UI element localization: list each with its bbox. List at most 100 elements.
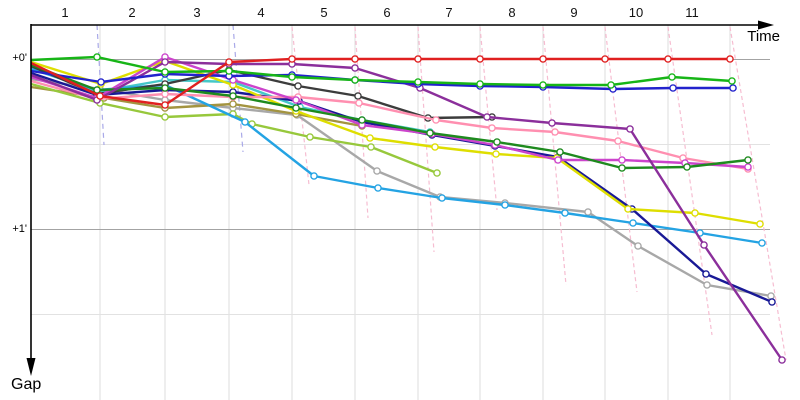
data-point-pink [488, 124, 496, 132]
x-tick-label: 8 [508, 5, 515, 20]
data-point-gray [767, 292, 775, 300]
data-point-red [288, 55, 296, 63]
series-line-red [30, 57, 730, 107]
data-point-blue [729, 84, 737, 92]
data-point-yellow [431, 143, 439, 151]
data-point-green [668, 73, 676, 81]
reference-dashed-line-checkpoint-3 [232, 24, 244, 153]
data-point-yellowgreen [161, 113, 169, 121]
data-point-red [161, 101, 169, 109]
data-point-navy [702, 270, 710, 278]
data-point-black [294, 82, 302, 90]
data-point-navy [768, 298, 776, 306]
data-point-skyblue [758, 239, 766, 247]
series-darkgreen [30, 63, 752, 172]
data-point-pink [161, 90, 169, 98]
y-tick-label-0: +0' [12, 52, 27, 64]
data-point-magenta [618, 156, 626, 164]
data-point-green [288, 73, 296, 81]
y-axis-title: Gap [11, 376, 42, 393]
series-line-green [30, 55, 733, 87]
data-point-blue [97, 78, 105, 86]
series-line-yellow [30, 59, 761, 226]
data-point-gray [703, 281, 711, 289]
data-point-yellow [756, 220, 764, 228]
data-point-green [225, 67, 233, 75]
x-axis-title: Time [747, 28, 780, 45]
data-point-yellowgreen [367, 143, 375, 151]
data-point-yellow [366, 134, 374, 142]
data-point-gray [634, 242, 642, 250]
data-point-darkgreen [426, 129, 434, 137]
data-point-green [476, 80, 484, 88]
data-point-red [96, 92, 104, 100]
reference-dashed-line-lap-11 [729, 26, 787, 361]
data-point-darkkhaki [229, 100, 237, 108]
series-line-magenta [30, 55, 749, 169]
data-point-green [607, 81, 615, 89]
reference-dashed-line-lap-6 [417, 26, 435, 253]
data-point-red [726, 55, 734, 63]
x-tick-label: 9 [570, 5, 577, 20]
data-point-purple [483, 113, 491, 121]
data-point-purple [548, 119, 556, 127]
data-point-green [728, 77, 736, 85]
data-point-gray [584, 208, 592, 216]
y-tick-label-1: +1' [12, 223, 27, 235]
data-point-green [539, 81, 547, 89]
reference-dashed-line-checkpoint-1 [96, 24, 105, 146]
x-tick-label: 4 [257, 5, 264, 20]
data-point-magenta [554, 156, 562, 164]
data-point-red [414, 55, 422, 63]
data-point-green [93, 53, 101, 61]
data-point-pink [551, 128, 559, 136]
data-point-purple [700, 241, 708, 249]
data-point-darkgreen [493, 138, 501, 146]
data-point-green [161, 68, 169, 76]
data-point-purple [626, 125, 634, 133]
data-point-green [414, 78, 422, 86]
data-point-gray [373, 167, 381, 175]
data-point-yellowgreen [306, 133, 314, 141]
data-point-magenta [292, 96, 300, 104]
data-point-yellow [691, 209, 699, 217]
series-navy [30, 71, 776, 306]
data-point-green [351, 76, 359, 84]
data-point-darkgreen [292, 104, 300, 112]
series-green [30, 53, 736, 89]
data-point-darkgreen [161, 84, 169, 92]
data-point-darkgreen [93, 86, 101, 94]
data-point-skyblue [374, 184, 382, 192]
data-point-pink [432, 116, 440, 124]
data-point-yellow [624, 205, 632, 213]
series-red [30, 55, 734, 109]
series-yellowgreen [30, 82, 441, 177]
data-point-yellowgreen [433, 169, 441, 177]
x-tick-label: 2 [128, 5, 135, 20]
series-line-gray [30, 77, 772, 298]
data-point-darkgreen [556, 148, 564, 156]
x-tick-label: 11 [685, 5, 699, 20]
data-point-skyblue [561, 209, 569, 217]
data-point-red [601, 55, 609, 63]
data-point-purple [351, 64, 359, 72]
data-point-magenta [744, 163, 752, 171]
data-point-blue [669, 84, 677, 92]
x-tick-label: 7 [445, 5, 452, 20]
data-point-red [476, 55, 484, 63]
series-pink [30, 79, 752, 173]
x-axis-arrow [758, 20, 774, 30]
series-line-darkgreen [30, 63, 749, 170]
y-axis-arrow [26, 358, 36, 376]
data-point-skyblue [501, 201, 509, 209]
data-point-skyblue [310, 172, 318, 180]
data-point-pink [355, 99, 363, 107]
data-point-black [354, 92, 362, 100]
series-line-navy [30, 71, 773, 304]
data-point-darkgreen [618, 164, 626, 172]
data-point-skyblue [438, 194, 446, 202]
data-point-darkgreen [229, 92, 237, 100]
data-point-red [664, 55, 672, 63]
